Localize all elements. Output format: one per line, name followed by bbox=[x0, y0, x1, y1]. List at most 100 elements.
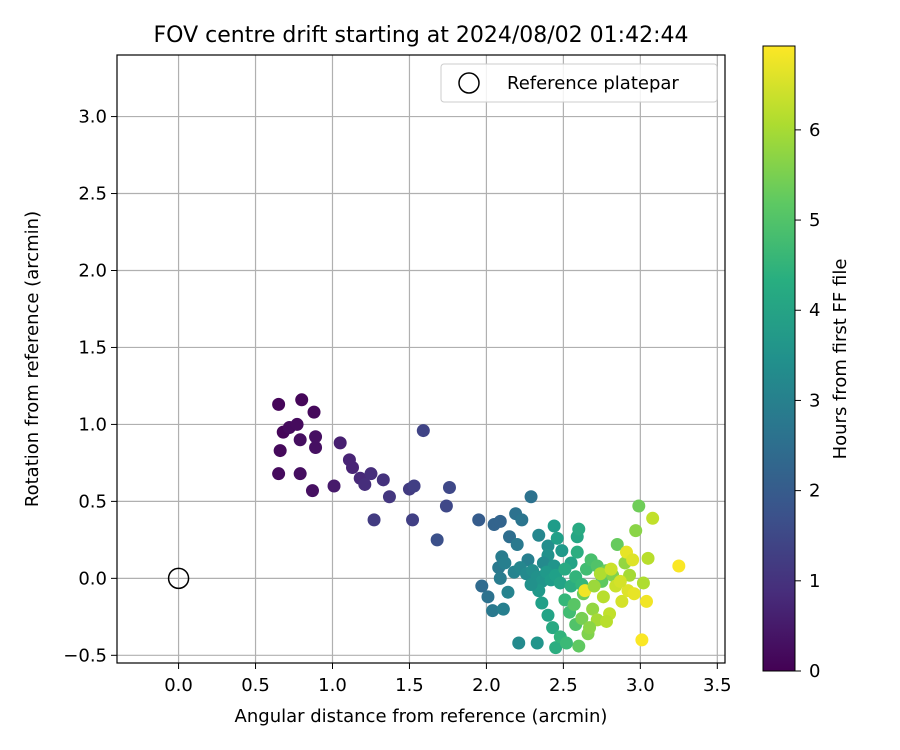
data-point bbox=[524, 577, 538, 591]
colorbar-tick-layer: 0 1 2 3 4 5 6 bbox=[795, 120, 820, 682]
data-point bbox=[553, 576, 567, 590]
data-point bbox=[442, 481, 456, 495]
data-point bbox=[596, 590, 610, 604]
y-tick-label: 2.5 bbox=[78, 184, 107, 205]
data-point bbox=[364, 467, 378, 481]
chart-title: FOV centre drift starting at 2024/08/02 … bbox=[154, 23, 689, 48]
data-point bbox=[632, 499, 646, 513]
data-point bbox=[333, 436, 347, 450]
colorbar-tick-label: 4 bbox=[809, 300, 820, 321]
data-point bbox=[550, 531, 564, 545]
data-point bbox=[272, 397, 286, 411]
legend-box bbox=[440, 63, 718, 103]
data-point bbox=[572, 522, 586, 536]
data-point bbox=[639, 594, 653, 608]
plot-frame bbox=[116, 54, 726, 664]
data-point bbox=[610, 537, 624, 551]
colorbar-label: Hours from first FF file bbox=[830, 259, 851, 460]
data-point bbox=[583, 621, 597, 635]
x-tick-label: 1.0 bbox=[318, 675, 347, 696]
y-tick-label: 1.5 bbox=[78, 337, 107, 358]
data-point bbox=[570, 545, 584, 559]
data-point bbox=[636, 576, 650, 590]
legend: Reference platepar bbox=[440, 63, 718, 103]
data-point bbox=[295, 393, 309, 407]
data-point bbox=[510, 537, 524, 551]
data-point bbox=[530, 636, 544, 650]
data-point bbox=[293, 433, 307, 447]
data-point bbox=[547, 519, 561, 533]
colorbar-tick-label: 3 bbox=[809, 390, 820, 411]
data-point bbox=[672, 559, 686, 573]
data-point bbox=[599, 614, 613, 628]
y-tick-label: 0.5 bbox=[78, 491, 107, 512]
x-tick-label: 3.5 bbox=[703, 675, 732, 696]
data-point bbox=[472, 513, 486, 527]
data-point bbox=[376, 473, 390, 487]
data-point bbox=[635, 633, 649, 647]
data-point bbox=[382, 490, 396, 504]
colorbar-tick-label: 2 bbox=[809, 481, 820, 502]
data-point bbox=[575, 611, 589, 625]
data-point bbox=[524, 490, 538, 504]
data-point bbox=[309, 441, 323, 455]
data-point bbox=[559, 636, 573, 650]
data-point bbox=[629, 524, 643, 538]
data-point bbox=[307, 405, 321, 419]
data-point bbox=[496, 602, 510, 616]
colorbar-tick-label: 5 bbox=[809, 210, 820, 231]
data-point bbox=[305, 484, 319, 498]
y-axis-label: Rotation from reference (arcmin) bbox=[22, 211, 43, 507]
data-point bbox=[293, 467, 307, 481]
data-point bbox=[439, 499, 453, 513]
data-point bbox=[541, 539, 555, 553]
data-point bbox=[515, 513, 529, 527]
colorbar: 0 1 2 3 4 5 6 Hours from first FF file bbox=[762, 45, 851, 682]
x-tick-layer: 0.0 0.5 1.0 1.5 2.0 2.5 3.0 3.5 bbox=[164, 663, 732, 696]
x-tick-label: 2.0 bbox=[472, 675, 501, 696]
data-point bbox=[309, 430, 323, 444]
data-point bbox=[626, 553, 640, 567]
legend-marker-icon bbox=[458, 72, 480, 94]
x-tick-label: 0.5 bbox=[241, 675, 270, 696]
data-point bbox=[498, 556, 512, 570]
data-point bbox=[327, 479, 341, 493]
y-tick-label: −0.5 bbox=[63, 645, 107, 666]
data-point bbox=[486, 604, 500, 618]
data-point bbox=[613, 574, 627, 588]
data-point bbox=[546, 621, 560, 635]
data-point bbox=[481, 590, 495, 604]
data-point bbox=[273, 444, 287, 458]
grid-layer bbox=[117, 55, 725, 663]
y-tick-label: 3.0 bbox=[78, 107, 107, 128]
data-point bbox=[290, 417, 304, 431]
legend-label: Reference platepar bbox=[507, 73, 679, 94]
data-point bbox=[272, 467, 286, 481]
data-point bbox=[532, 528, 546, 542]
data-point bbox=[558, 562, 572, 576]
data-point bbox=[512, 636, 526, 650]
data-point bbox=[623, 568, 637, 582]
data-point bbox=[646, 511, 660, 525]
y-tick-label: 0.0 bbox=[78, 568, 107, 589]
data-point bbox=[627, 587, 641, 601]
data-point bbox=[416, 424, 430, 438]
data-point bbox=[501, 585, 515, 599]
data-point bbox=[493, 571, 507, 585]
x-axis-label: Angular distance from reference (arcmin) bbox=[235, 706, 608, 727]
data-point bbox=[407, 479, 421, 493]
data-point bbox=[535, 596, 549, 610]
data-point bbox=[555, 544, 569, 558]
data-point bbox=[641, 551, 655, 565]
x-tick-label: 1.5 bbox=[395, 675, 424, 696]
reference-point-marker bbox=[167, 567, 190, 590]
data-point bbox=[493, 514, 507, 528]
data-point bbox=[586, 602, 600, 616]
colorbar-tick-label: 6 bbox=[809, 120, 820, 141]
data-point bbox=[572, 639, 586, 653]
colorbar-tick-label: 1 bbox=[809, 571, 820, 592]
colorbar-gradient bbox=[762, 45, 796, 672]
data-point bbox=[593, 567, 607, 581]
data-point bbox=[587, 579, 601, 593]
